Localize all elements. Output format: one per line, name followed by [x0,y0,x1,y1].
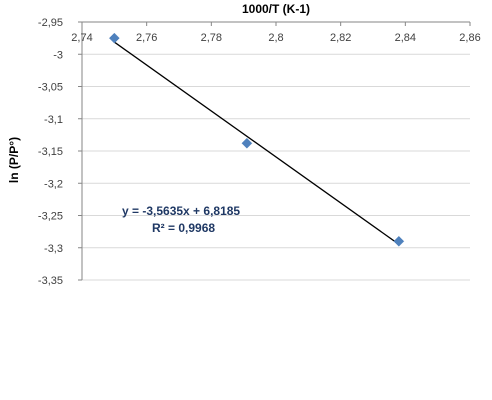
y-tick-label: -3,25 [38,211,63,223]
trendline-group [113,41,400,245]
y-tick-label: -3,3 [44,243,63,255]
y-tick-label: -3,15 [38,146,63,158]
data-point [108,32,120,44]
x-tick-label: 2,76 [136,32,157,44]
gridlines [82,53,470,281]
x-tick-label: 2,86 [459,32,480,44]
y-tick-label: -3,05 [38,82,63,94]
y-tick-label: -3,35 [38,275,63,287]
y-axis-title: ln (P/P°) [7,137,21,183]
tick-labels: 2,74 2,76 2,78 2,8 2,82 2,84 2,86 -2,95 -3 -3,05 -… [38,17,481,287]
x-tick-label: 2,78 [201,32,222,44]
axes [78,21,471,281]
trendline-equation: y = -3,5635x + 6,8185 [122,204,240,218]
data-points [108,32,405,247]
data-point [241,137,253,149]
x-tick-label: 2,74 [71,32,92,44]
trendline [113,41,400,245]
data-point [393,235,405,247]
y-tick-label: -3,2 [44,178,63,190]
y-tick-label: -3,1 [44,114,63,126]
x-axis-title: 1000/T (K-1) [242,2,310,16]
y-tick-label: -3 [53,49,63,61]
x-tick-label: 2,8 [268,32,283,44]
r-squared-label: R² = 0,9968 [152,221,215,235]
x-tick-label: 2,84 [395,32,416,44]
y-tick-label: -2,95 [38,17,63,29]
x-tick-label: 2,82 [330,32,351,44]
